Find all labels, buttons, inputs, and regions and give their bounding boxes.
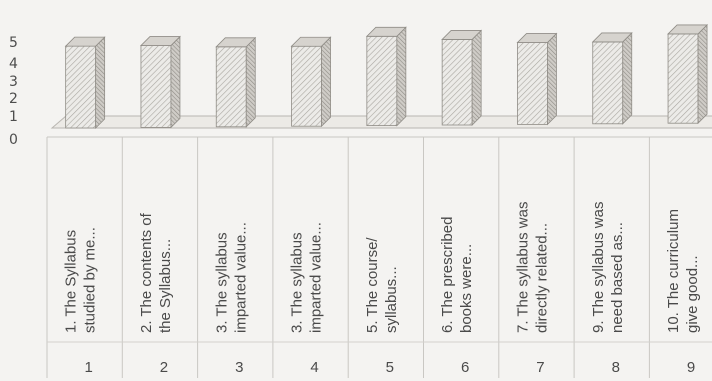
bar-top [591, 32, 633, 43]
bar-front [65, 45, 97, 129]
category-label: give good... [684, 255, 701, 333]
y-tick-label: 1 [9, 109, 18, 125]
bar-front [366, 35, 398, 126]
bar-top [365, 26, 407, 37]
category-label: directly related... [533, 223, 550, 333]
bar [64, 36, 106, 129]
bar [365, 26, 407, 127]
bar-top [516, 33, 558, 43]
category-number: 6 [461, 359, 469, 376]
y-tick-label: 5 [9, 35, 18, 51]
bar-front [215, 46, 247, 128]
bar [139, 35, 181, 129]
bar-front [291, 45, 322, 127]
category-number: 7 [536, 359, 544, 376]
bar-side [471, 29, 482, 126]
bar [215, 36, 257, 128]
category-label: 5. The course/ [364, 237, 381, 333]
category-label: books were... [458, 244, 475, 333]
bar-front [592, 41, 624, 125]
bar-side [396, 26, 407, 127]
category-label: studied by me... [82, 227, 99, 333]
bar-side [245, 36, 256, 128]
category-number: 9 [687, 359, 695, 376]
category-label: 1. The Syllabus [63, 230, 80, 333]
y-tick-label: 0 [9, 132, 18, 148]
category-label: 10. The curriculum [665, 209, 682, 333]
category-number: 1 [84, 359, 92, 376]
category-table: 1. The Syllabus studied by me... 1 2. The c… [46, 136, 712, 378]
bar-top [667, 24, 709, 35]
bar-front [140, 45, 172, 128]
category-label: need based as... [609, 222, 626, 333]
bar-side [321, 36, 331, 128]
category-label: 9. The syllabus was [590, 202, 607, 333]
bar-top [139, 36, 181, 46]
category-label: 3. The syllabus [289, 232, 306, 333]
bar-front [517, 42, 548, 125]
bar-top [441, 30, 483, 40]
category-label: 3. The syllabus [213, 232, 230, 333]
y-tick-label: 2 [9, 91, 18, 107]
category-label: 7. The syllabus was [514, 202, 531, 333]
category-label: imparted value... [232, 222, 249, 333]
bar-top [64, 36, 106, 47]
category-number: 8 [612, 359, 620, 376]
category-number: 2 [160, 359, 168, 376]
bar-side [697, 23, 708, 125]
bar-front [441, 39, 473, 126]
bar-side [170, 35, 181, 129]
bar [667, 23, 709, 125]
bar-series [64, 23, 709, 129]
y-tick-label: 4 [9, 56, 18, 72]
category-number: 3 [235, 359, 243, 376]
bar [591, 31, 633, 125]
category-label: 2. The contents of [138, 212, 155, 333]
bar-side [95, 36, 106, 129]
bar-front [667, 33, 699, 124]
category-label: syllabus... [383, 266, 400, 333]
bar [441, 29, 483, 126]
bar-side [547, 32, 557, 126]
category-label: 6. The prescribed [439, 217, 456, 333]
category-number: 4 [310, 359, 318, 376]
category-number: 5 [386, 359, 394, 376]
category-label: the Syllabus... [157, 239, 174, 333]
bar-top [290, 36, 332, 47]
category-label: imparted value... [308, 222, 325, 333]
bar-side [622, 31, 633, 125]
y-tick-label: 3 [9, 74, 18, 90]
bar [516, 32, 558, 126]
bar [290, 36, 332, 128]
bar-top [215, 37, 257, 48]
